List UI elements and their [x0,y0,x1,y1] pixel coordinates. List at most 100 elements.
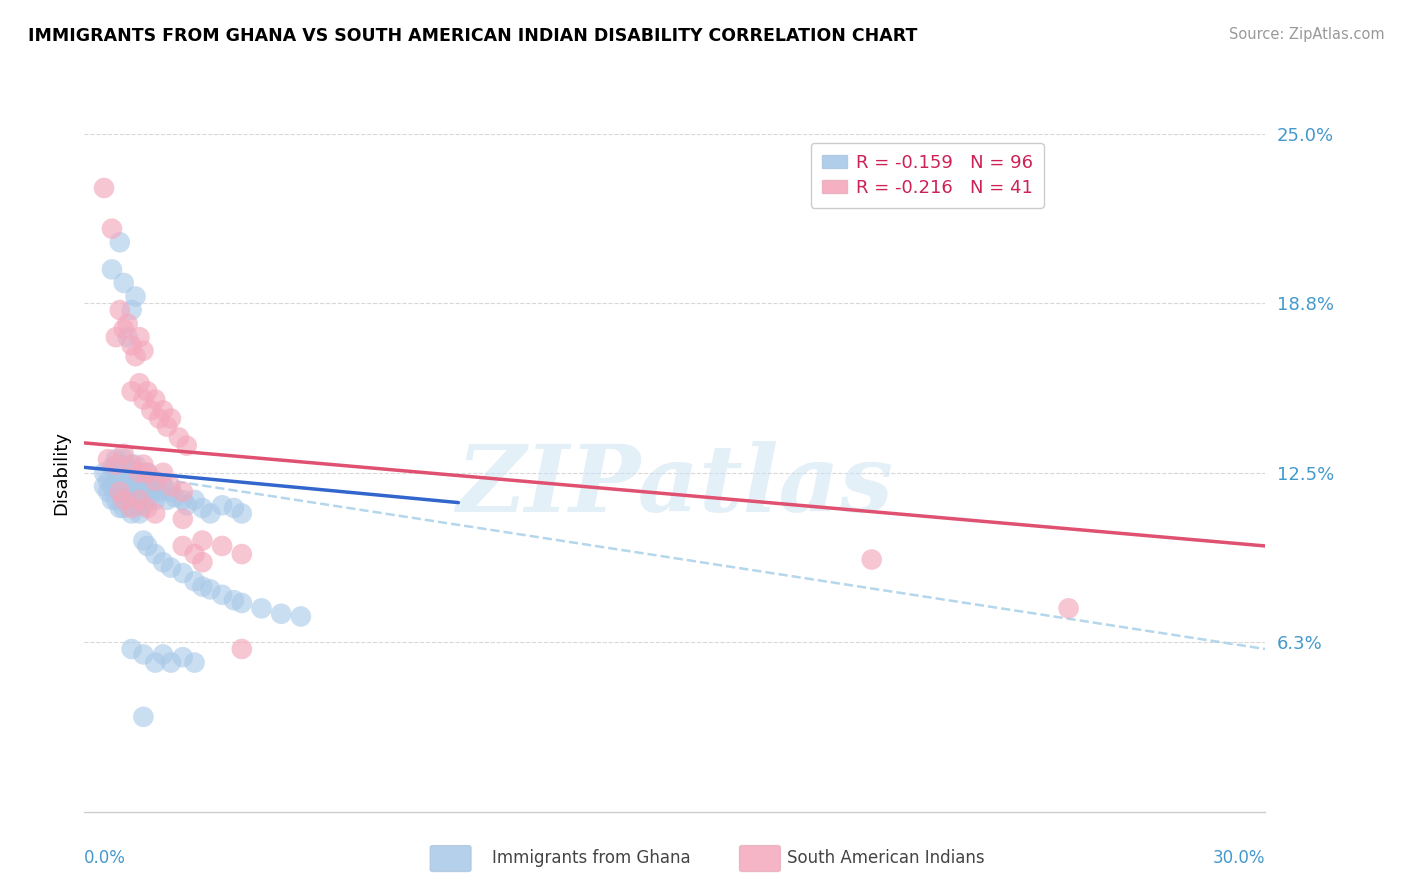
Point [112,466,135,480]
Point [136,466,159,480]
Point [200,507,222,521]
Point [160,411,183,425]
Point [152,466,174,480]
Point [117,484,139,499]
Point [124,474,146,488]
Point [191,501,214,516]
Point [128,479,150,493]
Point [97,474,120,488]
Point [117,498,139,512]
Legend: R = -0.159   N = 96, R = -0.216   N = 41: R = -0.159 N = 96, R = -0.216 N = 41 [811,143,1043,208]
Point [136,492,159,507]
Point [101,460,124,475]
Point [112,501,135,516]
Point [108,484,131,499]
Point [172,566,194,580]
Point [156,492,179,507]
Point [160,479,183,493]
Point [108,458,131,472]
Point [141,403,163,417]
Point [128,466,150,480]
Point [121,642,143,657]
Point [152,403,174,417]
Point [176,439,198,453]
Text: South American Indians: South American Indians [787,849,986,867]
Point [143,507,166,521]
Point [222,501,245,516]
Point [136,501,159,516]
Point [172,650,194,665]
Point [128,466,150,480]
Point [101,262,124,277]
Point [176,498,198,512]
Point [141,484,163,499]
Point [112,492,135,507]
Point [112,322,135,336]
Point [128,492,150,507]
Point [117,474,139,488]
Point [172,512,194,526]
Text: Source: ZipAtlas.com: Source: ZipAtlas.com [1229,27,1385,42]
Point [93,479,115,493]
Point [191,580,214,594]
Point [128,507,150,521]
Point [132,343,155,358]
Point [121,501,143,516]
Point [101,492,124,507]
Point [163,490,186,504]
Point [1057,601,1080,615]
Point [148,484,170,499]
Point [108,484,131,499]
Point [124,484,146,499]
Point [160,484,183,499]
Point [117,317,139,331]
Point [108,471,131,485]
Point [143,479,166,493]
Point [152,648,174,662]
Point [117,460,139,475]
Point [121,507,143,521]
Point [108,303,131,318]
Point [121,303,143,318]
Point [136,479,159,493]
Point [191,533,214,548]
Point [121,384,143,399]
Point [124,349,146,363]
Point [104,466,127,480]
Point [222,593,245,607]
Point [231,642,253,657]
Point [143,474,166,488]
Point [152,479,174,493]
Point [112,492,135,507]
Point [121,479,143,493]
Point [93,466,115,480]
Point [112,276,135,290]
Point [270,607,292,621]
Point [124,289,146,303]
Point [112,447,135,461]
Text: Immigrants from Ghana: Immigrants from Ghana [492,849,690,867]
Point [104,492,127,507]
Point [128,330,150,344]
Point [183,492,205,507]
Text: 0.0%: 0.0% [84,849,127,867]
Point [104,330,127,344]
Point [143,492,166,507]
Point [104,479,127,493]
Y-axis label: Disability: Disability [52,431,70,515]
Point [183,574,205,589]
Text: 30.0%: 30.0% [1213,849,1265,867]
Point [860,552,883,566]
Point [191,555,214,569]
Point [136,384,159,399]
Point [290,609,312,624]
Point [128,492,150,507]
Point [148,411,170,425]
Text: ZIPatlas: ZIPatlas [457,442,893,532]
Point [167,430,190,444]
Point [121,338,143,352]
Point [132,458,155,472]
Point [160,656,183,670]
Point [143,547,166,561]
Point [172,539,194,553]
